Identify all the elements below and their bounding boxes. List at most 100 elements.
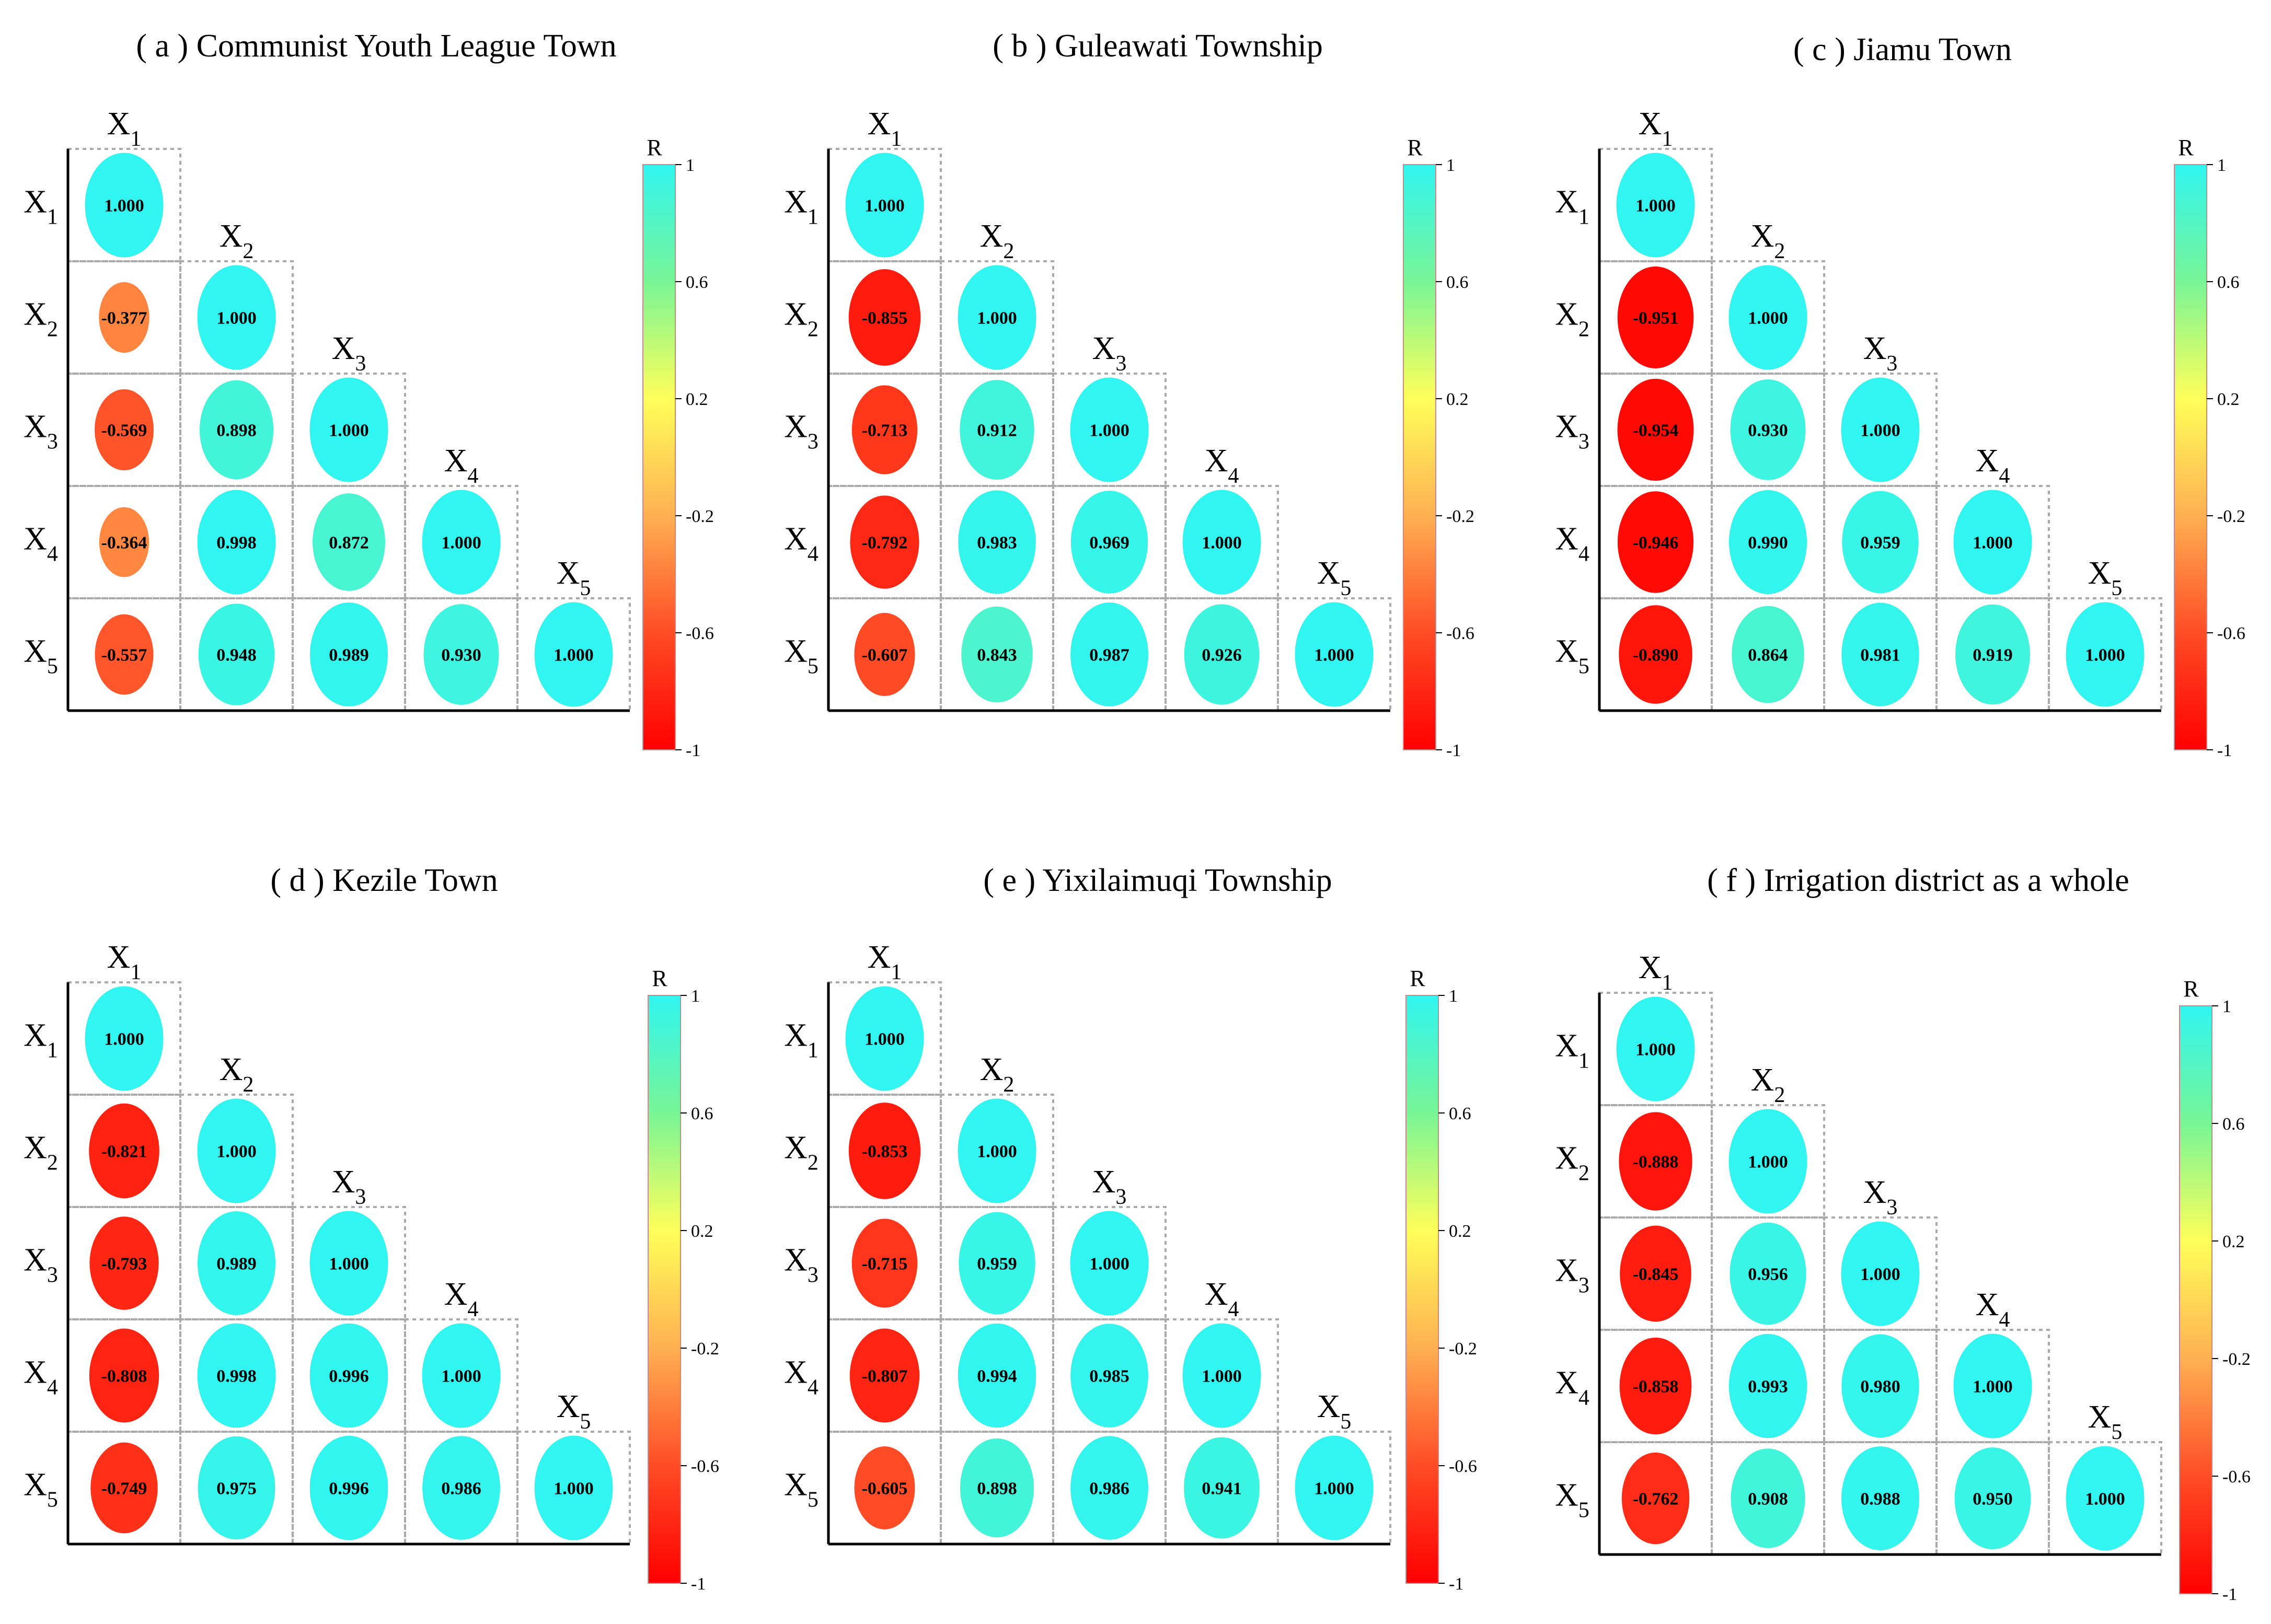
correlation-ellipse <box>534 1435 613 1540</box>
correlation-ellipse <box>309 377 388 482</box>
correlation-ellipse <box>2066 1446 2145 1551</box>
column-label: X1 <box>1639 950 1673 995</box>
row-label: X5 <box>784 1467 819 1512</box>
correlation-ellipse <box>1955 604 2031 705</box>
matrix-cell <box>1052 1318 1167 1433</box>
matrix-cell <box>827 485 942 599</box>
matrix-cell <box>940 1318 1054 1433</box>
correlation-value: 1.000 <box>1748 309 1788 328</box>
correlation-ellipse <box>1841 1446 1919 1550</box>
column-label: X4 <box>1205 443 1239 488</box>
column-label: X4 <box>1976 443 2010 488</box>
correlation-ellipse <box>1619 1337 1692 1435</box>
matrix-cell <box>67 1094 181 1208</box>
correlation-ellipse <box>960 1438 1034 1538</box>
correlation-ellipse <box>1182 1323 1261 1428</box>
correlation-value: 0.926 <box>1202 646 1242 665</box>
colorbar <box>642 164 676 750</box>
correlation-ellipse <box>958 1098 1036 1203</box>
matrix-cell <box>1052 373 1167 487</box>
correlation-panel: ( d ) Kezile Town 1.000 -0.821 1.000 -0.793 0… <box>24 863 719 1594</box>
column-label: X5 <box>2088 1399 2123 1444</box>
matrix-cell <box>1823 485 1938 599</box>
correlation-value: -0.793 <box>101 1255 147 1274</box>
correlation-value: -0.951 <box>1633 309 1679 328</box>
colorbar-tick-label: -0.6 <box>1446 624 1474 643</box>
colorbar <box>1403 164 1436 750</box>
correlation-ellipse <box>959 1212 1035 1315</box>
correlation-ellipse <box>1070 377 1149 482</box>
correlation-value: 1.000 <box>1860 1265 1900 1284</box>
colorbar-tick-label: -0.6 <box>2222 1467 2251 1487</box>
correlation-ellipse <box>1728 490 1807 594</box>
column-label: X1 <box>868 939 902 984</box>
correlation-ellipse <box>1728 1333 1807 1439</box>
matrix-cell <box>292 1318 406 1433</box>
correlation-value: 0.989 <box>329 646 369 665</box>
correlation-panel: ( e ) Yixilaimuqi Township 1.000 -0.853 1.0… <box>784 863 1477 1594</box>
correlation-value: 0.981 <box>1860 646 1900 665</box>
correlation-ellipse <box>854 1446 915 1529</box>
correlation-ellipse <box>851 385 918 474</box>
correlation-ellipse <box>89 1216 159 1310</box>
panel-title: ( f ) Irrigation district as a whole <box>1707 863 2129 898</box>
correlation-ellipse <box>1728 265 1807 370</box>
matrix-cell <box>1823 1216 1938 1331</box>
matrix-cell <box>1711 1329 1825 1443</box>
correlation-value: 1.000 <box>1202 533 1242 553</box>
colorbar-label: R <box>1410 966 1425 991</box>
correlation-ellipse <box>958 1323 1036 1428</box>
column-label: X1 <box>1639 106 1673 151</box>
row-label: X4 <box>24 1355 58 1400</box>
correlation-value: -0.807 <box>862 1367 908 1386</box>
correlation-value: -0.792 <box>862 533 908 553</box>
correlation-ellipse <box>1841 602 1919 706</box>
correlation-ellipse <box>850 495 919 589</box>
matrix-cell <box>67 260 181 375</box>
correlation-ellipse <box>1617 266 1694 368</box>
matrix-cell <box>827 981 942 1096</box>
correlation-value: 1.000 <box>977 1142 1017 1162</box>
colorbar-tick-label: -0.6 <box>691 1457 719 1476</box>
correlation-value: 1.000 <box>216 309 257 328</box>
correlation-ellipse <box>1616 996 1695 1101</box>
correlation-ellipse <box>1295 1435 1374 1540</box>
matrix-cell <box>1711 373 1825 487</box>
matrix-cell <box>179 485 294 599</box>
colorbar <box>1405 995 1439 1584</box>
correlation-value: 1.000 <box>1973 1377 2013 1397</box>
correlation-value: 0.941 <box>1202 1479 1242 1499</box>
matrix-cell <box>1598 992 1713 1106</box>
panel-title: ( e ) Yixilaimuqi Township <box>983 863 1332 898</box>
correlation-value: 0.975 <box>216 1479 257 1499</box>
correlation-ellipse <box>1842 491 1919 594</box>
correlation-value: 0.948 <box>216 646 257 665</box>
colorbar-tick-label: -0.2 <box>1446 507 1474 526</box>
colorbar-label: R <box>652 966 667 991</box>
colorbar-tick-label: -0.2 <box>691 1339 719 1359</box>
matrix-cell <box>940 373 1054 487</box>
row-label: X5 <box>784 634 819 679</box>
correlation-ellipse <box>95 614 154 695</box>
colorbar-tick-label: -1 <box>691 1574 706 1594</box>
correlation-ellipse <box>849 1328 920 1423</box>
row-label: X3 <box>1555 1253 1589 1298</box>
correlation-ellipse <box>845 986 924 1091</box>
row-label: X1 <box>1555 1028 1589 1073</box>
correlation-value: 0.988 <box>1860 1490 1900 1509</box>
correlation-value: -0.762 <box>1633 1490 1679 1509</box>
correlation-value: 1.000 <box>864 1030 905 1049</box>
matrix-cell <box>1711 260 1825 375</box>
correlation-ellipse <box>1617 491 1694 593</box>
matrix-cell <box>940 1206 1054 1320</box>
correlation-ellipse <box>848 269 921 366</box>
row-label: X4 <box>1555 521 1589 566</box>
correlation-value: 0.989 <box>216 1255 257 1274</box>
correlation-ellipse <box>854 612 915 697</box>
correlation-ellipse <box>960 380 1034 480</box>
correlation-ellipse <box>1184 604 1260 705</box>
correlation-value: -0.845 <box>1633 1265 1679 1284</box>
correlation-value: 0.998 <box>216 533 257 553</box>
correlation-value: -0.605 <box>862 1479 908 1499</box>
column-label: X5 <box>557 555 591 600</box>
